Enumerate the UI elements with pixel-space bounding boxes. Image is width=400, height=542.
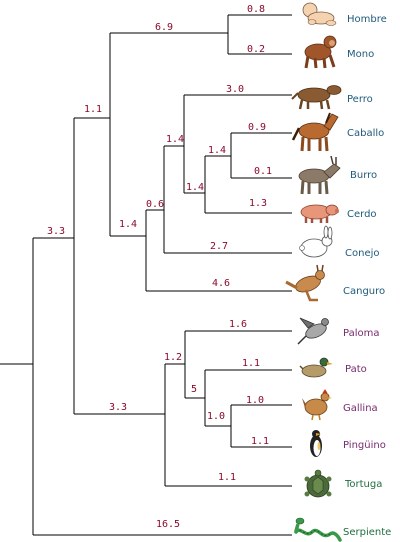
length-label-paloma: 1.6 [229,319,247,330]
taxon-label-gallina: Gallina [343,403,378,414]
length-label-mamiferos: 3.3 [47,226,65,237]
length-label-pinguino: 1.1 [251,436,269,447]
length-label-ungulados: 1.4 [186,182,204,193]
length-label-canguro: 4.6 [212,278,230,289]
taxon-label-perro: Perro [347,94,373,105]
taxon-label-pato: Pato [345,364,367,375]
length-label-tortuga: 1.1 [218,472,236,483]
length-label-cerdo: 1.3 [249,198,267,209]
taxon-label-paloma: Paloma [343,328,379,339]
length-label-euterios-marsupiales: 1.1 [84,104,102,115]
length-label-mono: 0.2 [247,44,265,55]
length-label-gallina-pinguino: 1.0 [207,411,225,422]
taxon-label-tortuga: Tortuga [344,479,382,490]
monkey-icon [304,35,337,69]
tree-branches [0,14,292,536]
length-label-perro-ungulados: 1.4 [166,134,184,145]
taxon-label-serpiente: Serpiente [343,527,391,538]
taxon-label-canguro: Canguro [343,286,385,297]
taxon-label-conejo: Conejo [345,248,380,259]
kangaroo-icon [285,264,325,302]
length-label-perro: 3.0 [226,84,244,95]
length-label-caballo: 0.9 [248,122,266,133]
length-label-primates: 6.9 [155,22,173,33]
length-label-serpiente: 16.5 [156,519,180,530]
taxon-label-caballo: Caballo [347,128,384,139]
length-label-conejo: 2.7 [210,241,228,252]
length-label-placentarios: 1.4 [119,219,137,230]
horse-icon [291,112,339,152]
length-label-hombre: 0.8 [247,4,265,15]
length-label-caballo-burro: 1.4 [208,145,226,156]
human-baby-icon [302,2,337,26]
animal-icons [285,2,342,542]
taxon-label-mono: Mono [347,49,374,60]
donkey-icon [298,155,341,195]
rabbit-icon [299,225,333,258]
length-label-placentarios-no-primates: 0.6 [146,199,164,210]
turtle-icon [304,469,332,498]
taxon-label-pinguino: Pingüino [343,440,386,451]
length-label-sauropsidos: 3.3 [109,402,127,413]
length-label-burro: 0.1 [254,166,272,177]
branch-length-labels: 0.8 0.2 6.9 3.0 0.9 0.1 1.4 1.3 1.4 1.4 … [47,4,272,530]
pigeon-icon [297,317,329,345]
taxon-label-burro: Burro [350,170,377,181]
taxon-label-hombre: Hombre [347,14,387,25]
length-label-aves: 1.2 [164,352,182,363]
duck-icon [299,357,333,378]
length-label-gallina: 1.0 [246,395,264,406]
length-label-pato-gallinas: 5 [191,384,197,395]
taxon-labels: Hombre Mono Perro Caballo Burro Cerdo Co… [343,14,391,538]
length-label-pato: 1.1 [242,358,260,369]
penguin-icon [310,430,322,457]
dog-icon [291,85,342,110]
pig-icon [300,204,339,223]
snake-icon [294,517,342,542]
taxon-label-cerdo: Cerdo [347,209,377,220]
hen-icon [302,389,332,421]
